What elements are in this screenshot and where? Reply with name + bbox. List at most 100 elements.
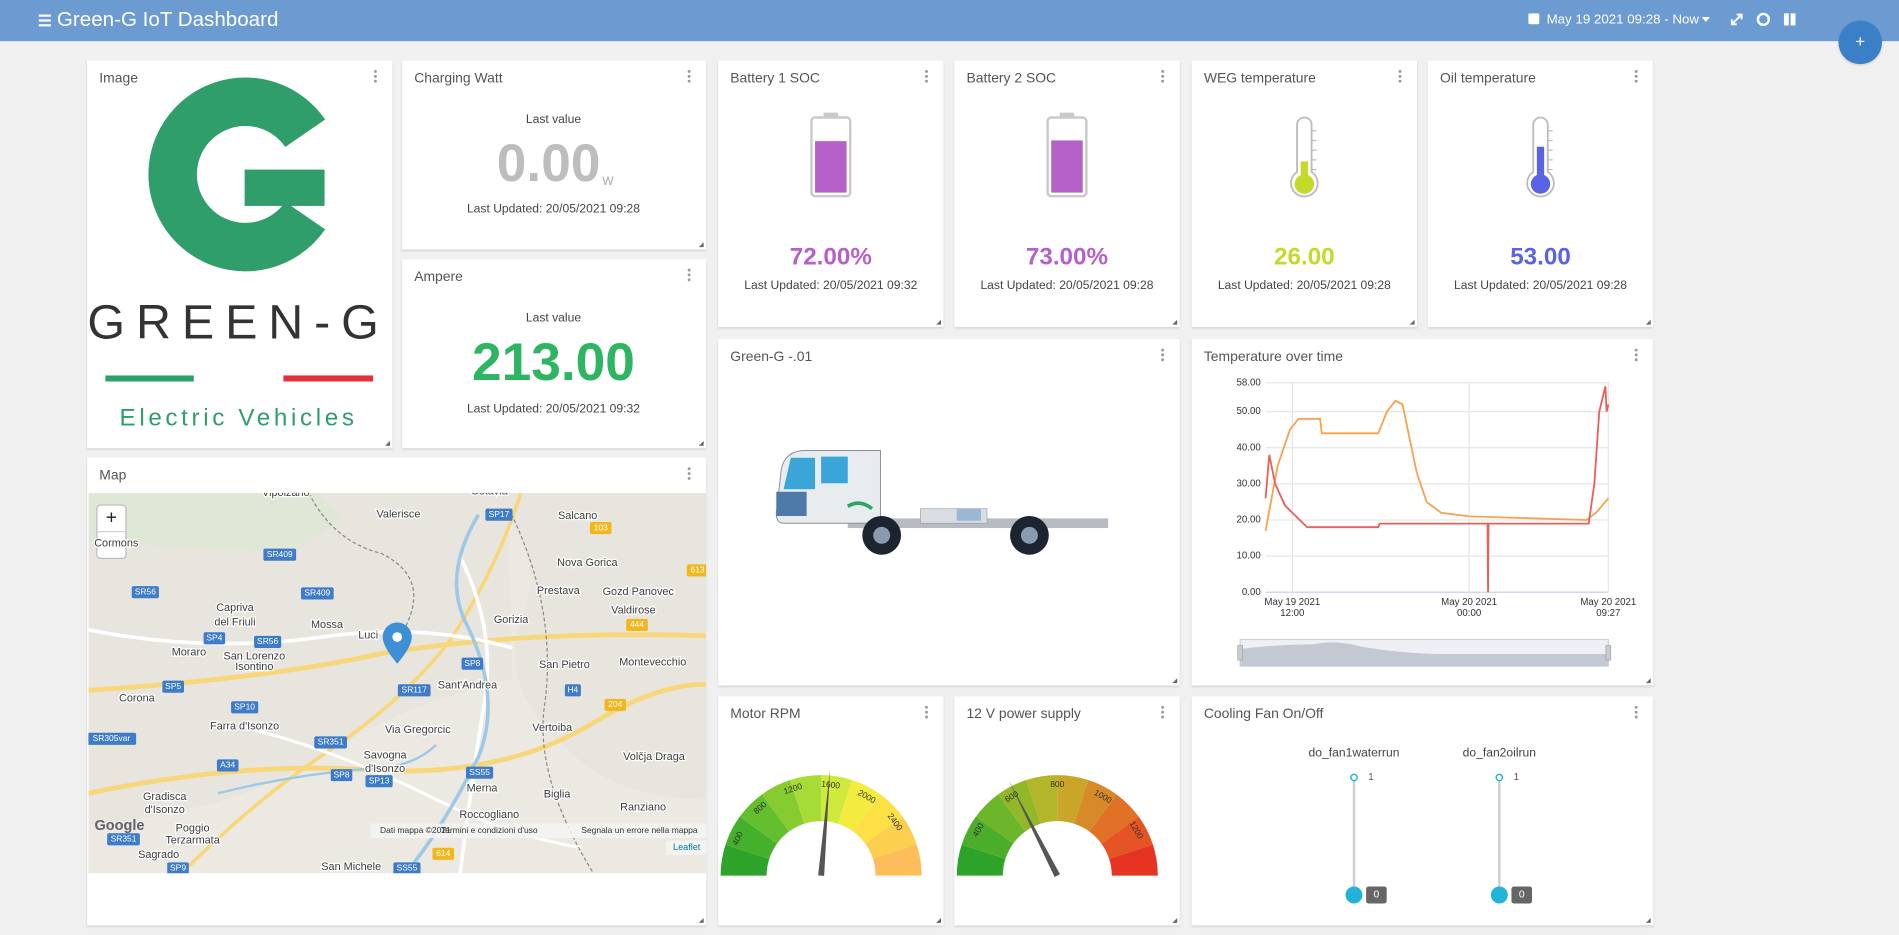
road-label: SR409 bbox=[267, 549, 293, 559]
add-button-label[interactable]: + bbox=[1855, 32, 1865, 51]
widget-menu[interactable] bbox=[687, 467, 691, 480]
line-series bbox=[1264, 386, 1610, 593]
menu-dot bbox=[687, 70, 691, 73]
gauge-band bbox=[1109, 844, 1158, 876]
road-shield bbox=[167, 862, 189, 874]
layout-icon[interactable] bbox=[1783, 13, 1796, 26]
map-place: d'Isonzo bbox=[365, 763, 405, 775]
map-attribution[interactable]: Segnala un errore nella mappa bbox=[581, 825, 698, 835]
menu-dot bbox=[1161, 70, 1165, 73]
map-place: Valdirose bbox=[611, 604, 656, 616]
gauge-band bbox=[853, 794, 903, 844]
map-attribution: Dati mappa ©2021 bbox=[380, 825, 451, 835]
widget-menu[interactable] bbox=[1161, 705, 1165, 719]
menu-dot bbox=[1398, 70, 1402, 73]
resize-handle bbox=[698, 440, 704, 446]
map-place: Vipolzano bbox=[262, 487, 310, 499]
switch-max-dot bbox=[1350, 773, 1358, 782]
widget-menu[interactable] bbox=[925, 705, 928, 719]
map-place: Prestava bbox=[537, 585, 581, 597]
road-label: SP17 bbox=[489, 509, 510, 519]
unit: W bbox=[602, 174, 614, 188]
map-place: Corona bbox=[119, 693, 156, 705]
time-range[interactable]: May 19 2021 09:28 - Now bbox=[1547, 12, 1700, 27]
google-logo: Google bbox=[94, 818, 144, 834]
switch-knob[interactable] bbox=[1345, 886, 1363, 904]
road-shield bbox=[254, 635, 282, 648]
map-place: Roccogliano bbox=[459, 809, 519, 821]
resize-handle bbox=[1172, 319, 1178, 325]
calendar-icon[interactable] bbox=[1528, 13, 1540, 25]
road-label: SP5 bbox=[165, 681, 181, 691]
add-button[interactable] bbox=[1838, 20, 1883, 65]
widget-menu[interactable] bbox=[1161, 70, 1165, 83]
road-shield bbox=[203, 632, 226, 645]
gauge-band bbox=[1089, 794, 1139, 844]
gauge-band bbox=[872, 844, 922, 876]
menu-dot bbox=[925, 710, 928, 714]
switch-max-dot bbox=[1495, 773, 1504, 782]
zoom-in[interactable]: + bbox=[106, 506, 117, 528]
map-place: Biglia bbox=[544, 788, 572, 800]
resize-handle bbox=[936, 918, 942, 923]
road-shield bbox=[231, 701, 259, 714]
menu-icon[interactable] bbox=[38, 14, 51, 27]
widget-menu[interactable] bbox=[687, 70, 691, 83]
widget-menu[interactable] bbox=[1634, 70, 1638, 83]
widget-menu[interactable] bbox=[1398, 70, 1402, 83]
switch-value-badge bbox=[1366, 886, 1387, 904]
road-shield bbox=[432, 847, 455, 860]
map-attribution[interactable]: Termini e condizioni d'uso bbox=[441, 825, 538, 835]
switch-knob[interactable] bbox=[1490, 886, 1508, 904]
road-label: SS55 bbox=[397, 863, 418, 873]
road-shield bbox=[263, 548, 297, 561]
resize-handle bbox=[936, 319, 942, 325]
widget-title: Temperature over time bbox=[1204, 348, 1343, 364]
road-label: SP8 bbox=[334, 769, 350, 779]
widget-title: Image bbox=[99, 69, 138, 85]
map-marker[interactable] bbox=[382, 622, 412, 664]
header-title: Green-G IoT Dashboard bbox=[57, 8, 279, 31]
menu-dot bbox=[373, 79, 377, 83]
map-place: Isontino bbox=[235, 661, 273, 673]
logo-line-red bbox=[283, 375, 374, 382]
widget-menu[interactable] bbox=[1634, 348, 1638, 362]
thermometer-outline bbox=[1290, 116, 1319, 198]
x-tick-label: May 20 2021 09:27 bbox=[1580, 596, 1636, 618]
thermometer-level bbox=[1300, 161, 1308, 185]
leaflet-link[interactable]: Leaflet bbox=[673, 842, 701, 852]
map-place: Ostavia bbox=[471, 486, 509, 498]
widget-menu[interactable] bbox=[1161, 348, 1165, 362]
fullscreen-icon[interactable] bbox=[1730, 13, 1743, 26]
road-shield bbox=[107, 833, 140, 846]
map-place: Terzarmata bbox=[165, 834, 220, 846]
leaflet-bar bbox=[666, 840, 707, 856]
road-label: SR56 bbox=[257, 636, 278, 646]
gauge-band bbox=[790, 775, 822, 824]
y-tick-label: 40.00 bbox=[1237, 442, 1261, 453]
widget-panel bbox=[1191, 339, 1654, 686]
widget-menu[interactable] bbox=[925, 70, 928, 83]
dropdown-caret[interactable] bbox=[1701, 16, 1711, 22]
road-label: SR351 bbox=[318, 737, 344, 747]
widget-menu[interactable] bbox=[687, 268, 691, 282]
y-tick-label: 20.00 bbox=[1237, 515, 1261, 526]
menu-dot bbox=[925, 715, 928, 719]
road-label: SP8 bbox=[464, 658, 480, 668]
widget-menu[interactable] bbox=[373, 70, 377, 83]
refresh-icon[interactable] bbox=[1756, 12, 1771, 27]
value: 213.00 bbox=[472, 333, 635, 392]
gauge-needle bbox=[818, 769, 831, 876]
map-place: Gradisca bbox=[143, 791, 187, 803]
menu-dot bbox=[1161, 74, 1165, 78]
menu-dot bbox=[687, 273, 691, 277]
road-shield bbox=[686, 564, 707, 577]
battery-level bbox=[815, 141, 847, 193]
widget-menu[interactable] bbox=[1634, 705, 1638, 719]
menu-dot bbox=[687, 278, 691, 282]
map-tiles bbox=[88, 492, 707, 874]
road-label: SR56 bbox=[135, 586, 156, 596]
gauge-band bbox=[837, 780, 881, 832]
menu-dot bbox=[687, 472, 691, 476]
zoom-out[interactable]: − bbox=[106, 534, 117, 556]
